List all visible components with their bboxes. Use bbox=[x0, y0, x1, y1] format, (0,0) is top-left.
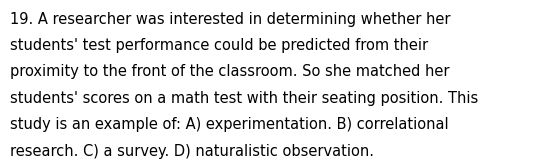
Text: 19. A researcher was interested in determining whether her: 19. A researcher was interested in deter… bbox=[10, 12, 450, 27]
Text: proximity to the front of the classroom. So she matched her: proximity to the front of the classroom.… bbox=[10, 64, 450, 79]
Text: students' scores on a math test with their seating position. This: students' scores on a math test with the… bbox=[10, 91, 478, 106]
Text: students' test performance could be predicted from their: students' test performance could be pred… bbox=[10, 38, 428, 53]
Text: research. C) a survey. D) naturalistic observation.: research. C) a survey. D) naturalistic o… bbox=[10, 144, 374, 159]
Text: study is an example of: A) experimentation. B) correlational: study is an example of: A) experimentati… bbox=[10, 117, 449, 132]
